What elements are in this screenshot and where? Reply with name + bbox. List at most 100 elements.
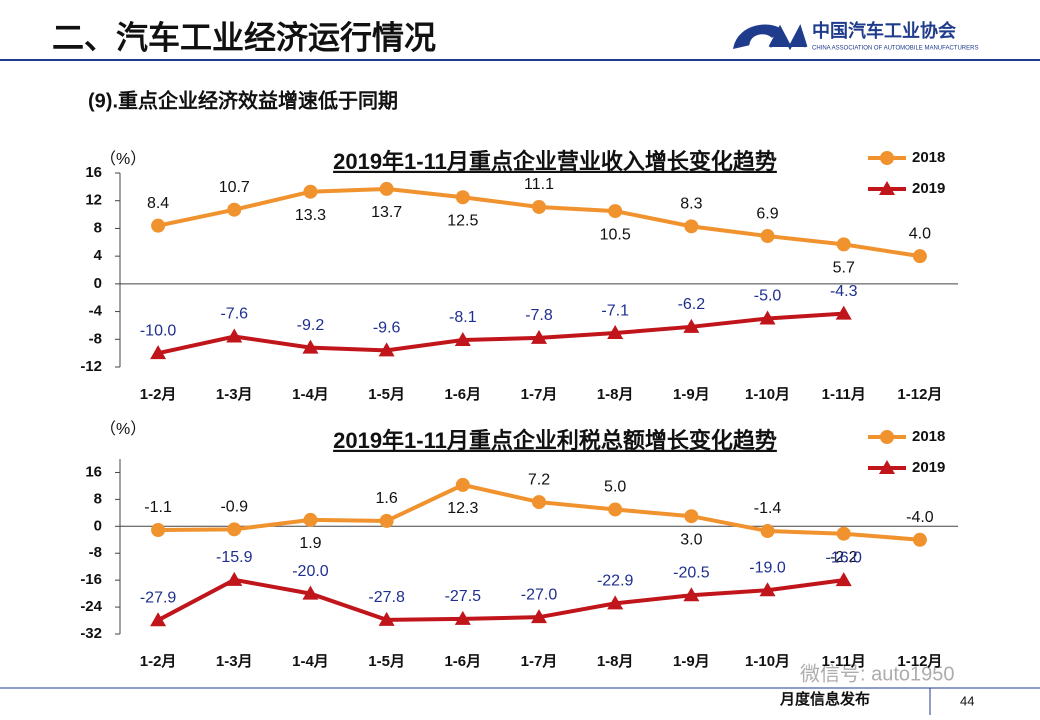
marker [683, 318, 700, 333]
marker [532, 199, 546, 214]
x-tick-label: 1-3月 [216, 386, 253, 403]
x-tick-label: 1-6月 [444, 386, 481, 403]
data-label: 5.0 [604, 479, 626, 496]
watermark: 微信号: auto1950 [800, 662, 955, 685]
marker [150, 612, 167, 627]
marker [684, 509, 699, 524]
x-tick-label: 1-7月 [521, 386, 558, 403]
marker [378, 611, 395, 626]
x-tick-label: 1-7月 [521, 653, 558, 670]
page-number: 44 [960, 693, 974, 708]
y-tick-label: -12 [80, 358, 102, 375]
marker [759, 582, 776, 597]
data-label: -5.0 [754, 288, 782, 305]
x-tick-label: 1-11月 [822, 653, 866, 670]
x-tick-label: 1-3月 [216, 653, 253, 670]
marker [151, 218, 166, 233]
marker [607, 595, 624, 610]
marker [455, 190, 470, 205]
footer-text: 月度信息发布 [779, 690, 870, 708]
data-label: -19.0 [749, 559, 786, 576]
chart-title: 2019年1-11月重点企业营业收入增长变化趋势 [333, 149, 777, 174]
chart-title: 2019年1-11月重点企业利税总额增长变化趋势 [333, 428, 777, 453]
data-label: 6.9 [756, 205, 778, 222]
x-tick-label: 1-5月 [368, 653, 405, 670]
data-label: 10.5 [600, 226, 631, 243]
marker [227, 522, 242, 537]
marker [760, 524, 775, 539]
data-label: 3.0 [680, 531, 702, 548]
data-label: -15.9 [216, 549, 253, 566]
marker [151, 523, 166, 538]
marker [227, 202, 242, 217]
x-tick-label: 1-2月 [140, 653, 177, 670]
legend-label: 2018 [912, 149, 945, 166]
x-tick-label: 1-12月 [897, 386, 942, 403]
marker [684, 219, 699, 234]
marker [532, 495, 546, 510]
data-label: 5.7 [833, 260, 855, 277]
y-tick-label: 0 [94, 517, 102, 534]
marker [302, 585, 319, 600]
data-label: 12.5 [447, 212, 478, 229]
marker [912, 532, 927, 547]
x-tick-label: 1-10月 [745, 386, 790, 403]
marker [683, 587, 700, 602]
data-label: -1.4 [754, 500, 782, 517]
x-tick-label: 1-5月 [368, 386, 405, 403]
data-label: -9.6 [373, 320, 401, 337]
data-label: 10.7 [219, 179, 250, 196]
marker [912, 249, 927, 264]
data-label: 12.3 [447, 500, 478, 517]
marker [454, 331, 471, 346]
data-label: -27.5 [445, 588, 482, 605]
data-label: 8.3 [680, 196, 702, 213]
y-tick-label: -8 [89, 330, 102, 347]
marker [608, 502, 623, 517]
legend-marker [879, 181, 895, 195]
y-tick-label: -24 [80, 598, 102, 615]
logo-en: CHINA ASSOCIATION OF AUTOMOBILE MANUFACT… [812, 46, 978, 52]
x-tick-label: 1-10月 [745, 653, 790, 670]
marker [760, 229, 775, 244]
marker [608, 204, 623, 219]
series-line [157, 311, 844, 356]
marker [531, 329, 547, 344]
data-label: 1.9 [299, 535, 321, 552]
data-label: -22.9 [597, 573, 634, 590]
data-label: -16.0 [825, 549, 862, 566]
marker [454, 610, 471, 625]
marker [303, 184, 318, 199]
x-tick-label: 1-11月 [822, 386, 866, 403]
legend-label: 2019 [912, 459, 945, 476]
data-label: -2.2 [830, 549, 858, 566]
marker [836, 237, 851, 252]
slide-title: 二、汽车工业经济运行情况 [52, 19, 436, 55]
y-tick-label: -4 [89, 303, 103, 320]
x-tick-label: 1-4月 [292, 653, 329, 670]
logo-mark [733, 24, 808, 51]
logo-cn: 中国汽车工业协会 [812, 20, 956, 41]
y-tick-label: 16 [85, 463, 102, 480]
data-label: -9.2 [297, 317, 325, 334]
data-label: -27.8 [368, 589, 405, 606]
marker [302, 339, 319, 354]
legend-label: 2018 [912, 428, 945, 445]
data-label: -10.0 [140, 322, 177, 339]
data-label: -4.3 [830, 283, 858, 300]
marker [303, 512, 318, 527]
data-label: -20.5 [673, 565, 710, 582]
data-label: -7.1 [601, 302, 629, 319]
data-label: -27.9 [140, 589, 177, 606]
y-tick-label: 8 [94, 219, 102, 236]
legend-label: 2019 [912, 180, 945, 197]
data-label: -20.0 [292, 563, 329, 580]
data-label: 11.1 [524, 176, 554, 193]
y-tick-label: -8 [89, 544, 102, 561]
marker [378, 342, 395, 357]
y-axis-label: （%） [100, 150, 146, 168]
legend-marker [880, 430, 894, 444]
data-label: -1.1 [144, 499, 172, 516]
marker [379, 181, 394, 196]
